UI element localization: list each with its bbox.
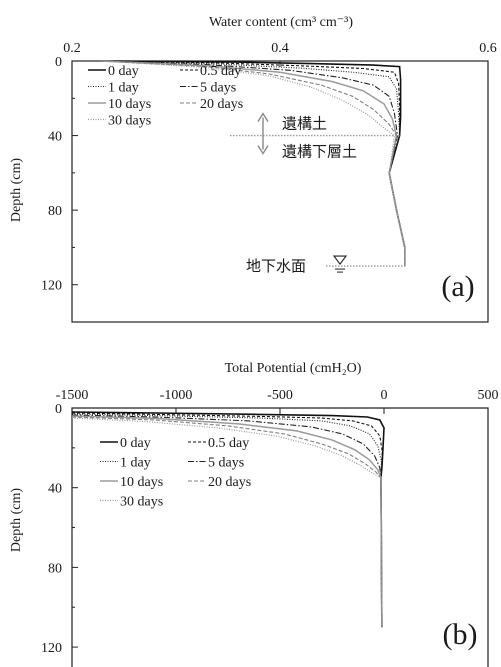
chart-b-ylabel: Depth (cm): [9, 488, 24, 552]
chart-a-series-lines: [101, 60, 406, 267]
chart-a-ylabel: Depth (cm): [9, 158, 24, 222]
series-line-20-days: [101, 60, 406, 267]
legend-entry: 1 day: [108, 81, 139, 96]
water-table-symbol: [332, 255, 348, 265]
x-tick-label: -500: [267, 388, 293, 403]
y-tick-label: 0: [55, 55, 62, 70]
series-line-30-days: [101, 60, 406, 267]
legend-entry: 0.5 day: [200, 64, 241, 79]
y-tick-label: 40: [48, 130, 62, 145]
legend-entry: 30 days: [120, 495, 163, 510]
series-line-20-days: [71, 416, 383, 628]
series-line-0-5-day: [101, 60, 406, 267]
groundwater-label: 地下水面: [246, 257, 306, 275]
legend-entry: 5 days: [200, 81, 236, 96]
upper-layer-label: 遺構土: [282, 115, 327, 133]
series-line-5-days: [101, 60, 406, 267]
x-tick-label: -1000: [160, 388, 193, 403]
legend-entry: 0 day: [108, 64, 139, 79]
y-tick-label: 80: [48, 204, 62, 219]
chart-b-xlabel: Total Potential (cmH₂O): [225, 361, 362, 376]
legend-entry: 1 day: [120, 456, 151, 471]
chart-a-xlabel: Water content (cm³ cm⁻³): [209, 15, 353, 30]
chart-b-ticks: -1500 -1000 -500 0 500 0 40 80 120: [41, 388, 499, 656]
legend-entry: 0.5 day: [208, 436, 249, 451]
x-tick-label: 500: [478, 388, 499, 403]
chart-panel-b: Total Potential (cmH₂O) Depth (cm) -1500…: [9, 361, 499, 667]
y-tick-label: 40: [48, 482, 62, 497]
legend-entry: 20 days: [208, 475, 251, 490]
y-tick-label: 120: [41, 279, 62, 294]
series-line-0-day: [101, 60, 406, 267]
chart-panel-a: Water content (cm³ cm⁻³) Depth (cm) 0.2 0…: [9, 15, 497, 323]
y-tick-label: 120: [41, 641, 62, 656]
legend-entry: 20 days: [200, 97, 243, 112]
y-tick-label: 80: [48, 561, 62, 576]
chart-b-series-lines: [71, 411, 385, 628]
chart-a-ticks: 0.2 0.4 0.6 0 40 80 120: [41, 41, 497, 294]
chart-a-panel-label: (a): [441, 270, 474, 303]
legend-entry: 10 days: [120, 475, 163, 490]
chart-b-legend: 0 day 0.5 day 1 day 5 days 10 days 20 days 30 …: [100, 436, 251, 510]
x-tick-label: 0.4: [271, 41, 289, 56]
legend-entry: 30 days: [108, 114, 151, 129]
chart-a-legend: 0 day 0.5 day 1 day 5 days 10 days 20 days 30 …: [88, 64, 243, 129]
lower-layer-label: 遺構下層土: [282, 143, 357, 161]
x-tick-label: 0.2: [63, 41, 81, 56]
chart-b-panel-label: (b): [443, 618, 478, 651]
y-tick-label: 0: [55, 402, 62, 417]
legend-entry: 10 days: [108, 97, 151, 112]
series-line-10-days: [101, 60, 406, 267]
series-line-1-day: [101, 60, 406, 267]
x-tick-label: -1500: [56, 388, 89, 403]
boundary-arrow-head-up: [257, 112, 269, 122]
x-tick-label: 0.6: [479, 41, 497, 56]
legend-entry: 0 day: [120, 436, 151, 451]
boundary-arrow-head-down: [257, 145, 269, 155]
legend-entry: 5 days: [208, 456, 244, 471]
x-tick-label: 0: [381, 388, 388, 403]
